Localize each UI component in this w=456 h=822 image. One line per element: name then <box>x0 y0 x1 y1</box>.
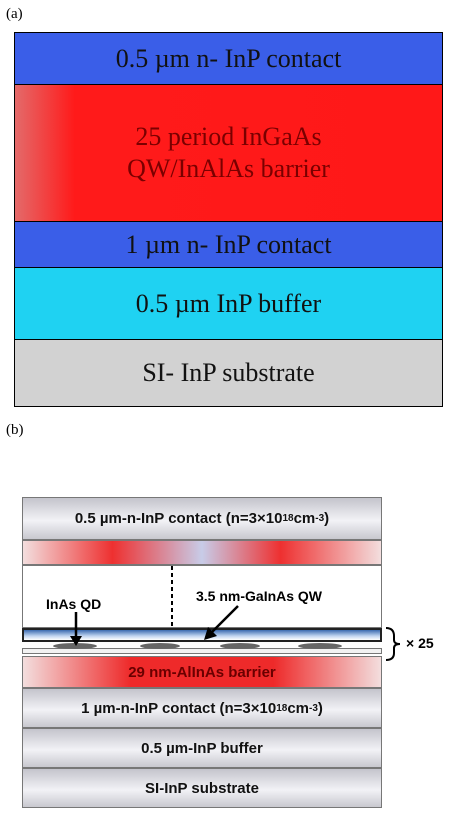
quantum-dots <box>53 643 342 649</box>
page: (a) 0.5 µm n- InP contact 25 period InGa… <box>0 0 456 822</box>
annotation: × 25 <box>406 635 434 651</box>
overlay <box>0 0 456 822</box>
brace <box>386 628 400 660</box>
arrow <box>212 606 238 632</box>
